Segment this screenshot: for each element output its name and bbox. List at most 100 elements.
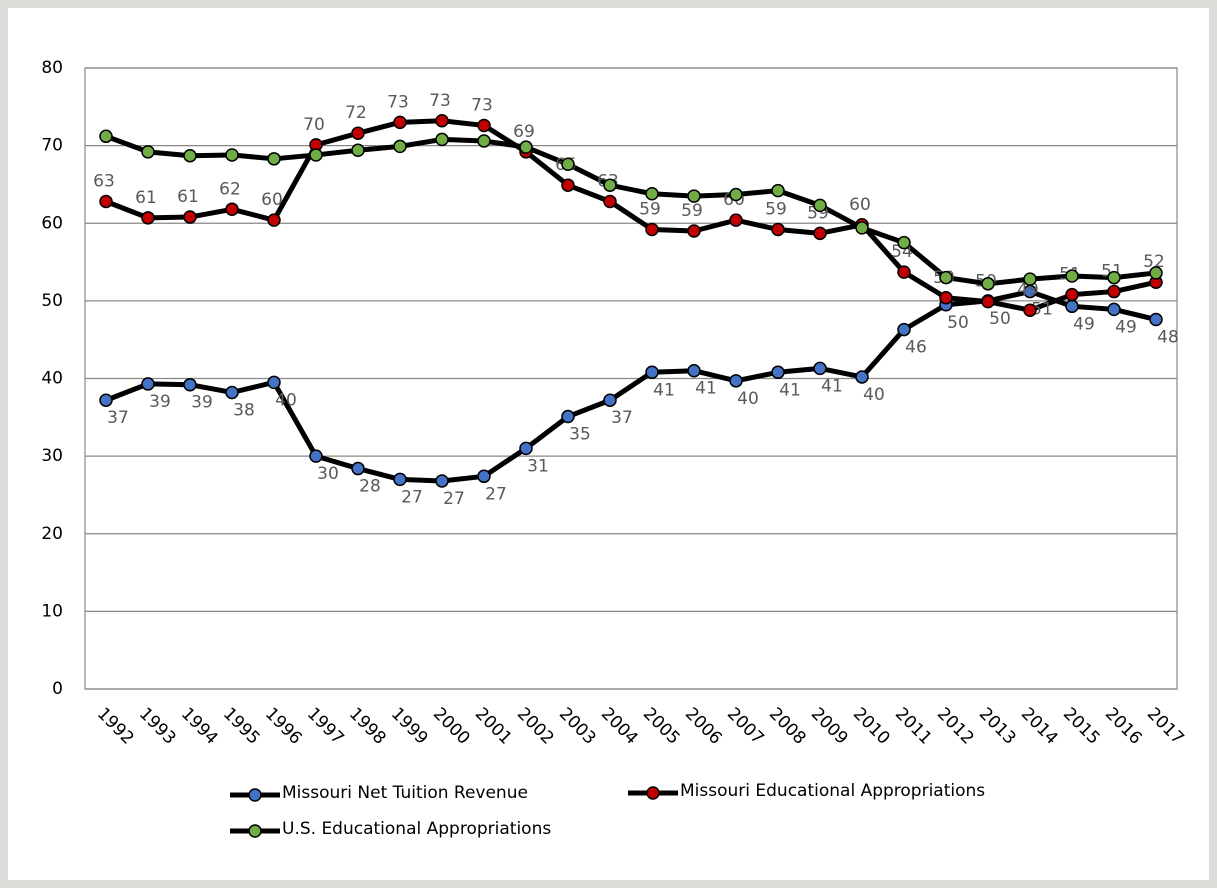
data-point (813, 226, 827, 241)
data-label: 46 (905, 338, 927, 358)
data-label: 59 (681, 201, 703, 221)
data-label: 27 (443, 489, 465, 509)
data-point (645, 222, 659, 237)
data-point (603, 178, 617, 192)
y-tick-label: 40 (41, 369, 63, 389)
data-point (225, 385, 239, 400)
plot-border (84, 67, 1178, 690)
data-label: 61 (135, 188, 157, 208)
data-label: 39 (149, 392, 171, 412)
x-tick-label: 2009 (807, 704, 852, 749)
data-point (141, 145, 155, 159)
y-tick-label: 50 (41, 291, 63, 311)
data-point (1065, 269, 1079, 283)
data-point (393, 472, 407, 487)
data-point (561, 178, 575, 192)
data-point (813, 198, 827, 213)
x-tick-label: 2017 (1143, 704, 1188, 749)
x-tick-label: 2011 (891, 704, 936, 749)
data-point (351, 461, 365, 476)
data-point (1107, 284, 1121, 299)
data-label: 60 (849, 195, 871, 215)
data-point (561, 409, 575, 424)
data-point (99, 129, 113, 144)
data-point (645, 187, 659, 201)
data-label: 49 (1017, 280, 1039, 300)
data-point (561, 157, 575, 172)
y-tick-label: 60 (41, 213, 63, 233)
data-label: 51 (1031, 300, 1053, 320)
x-tick-label: 2015 (1059, 704, 1104, 749)
data-point (771, 183, 785, 198)
x-tick-label: 2016 (1101, 704, 1146, 749)
data-label: 59 (639, 199, 661, 219)
x-tick-label: 2004 (597, 704, 642, 749)
x-tick-label: 1998 (345, 704, 390, 749)
data-label: 73 (387, 92, 409, 112)
data-label: 48 (1157, 328, 1179, 348)
data-point (435, 132, 449, 147)
data-point (1023, 303, 1037, 317)
legend-marker (646, 786, 660, 800)
data-point (477, 134, 491, 148)
data-label: 41 (653, 380, 675, 400)
data-point (729, 187, 743, 202)
legend-label: Missouri Educational Appropriations (680, 781, 985, 801)
data-label: 73 (471, 95, 493, 115)
data-point (687, 363, 701, 378)
data-point (267, 375, 281, 390)
data-label: 40 (275, 390, 297, 410)
x-tick-label: 2000 (429, 704, 474, 749)
data-point (519, 441, 533, 456)
data-point (1107, 270, 1121, 285)
y-tick-label: 70 (41, 136, 63, 156)
data-label: 50 (947, 313, 969, 333)
data-point (309, 148, 323, 162)
x-tick-label: 1993 (135, 704, 180, 749)
x-tick-label: 2013 (975, 704, 1020, 749)
data-point (351, 143, 365, 158)
y-tick-label: 0 (52, 679, 63, 699)
data-label: 73 (429, 91, 451, 111)
x-tick-label: 2003 (555, 704, 600, 749)
data-point (729, 213, 743, 227)
data-point (267, 152, 281, 166)
data-point (771, 365, 785, 380)
data-point (1107, 302, 1121, 317)
data-point (1149, 266, 1163, 280)
y-tick-label: 10 (41, 601, 63, 621)
data-point (309, 449, 323, 463)
data-label: 59 (765, 199, 787, 219)
data-label: 35 (569, 425, 591, 445)
data-point (225, 202, 239, 217)
data-point (603, 194, 617, 209)
y-tick-label: 80 (41, 58, 63, 78)
data-label: 49 (1115, 317, 1137, 337)
data-point (99, 194, 113, 209)
x-tick-label: 1996 (261, 704, 306, 749)
data-point (141, 211, 155, 225)
y-tick-label: 20 (41, 524, 63, 544)
data-point (1065, 287, 1079, 302)
x-tick-label: 1992 (93, 704, 138, 749)
data-point (855, 221, 869, 235)
legend-marker (248, 788, 262, 802)
x-tick-label: 2001 (471, 704, 516, 749)
data-point (183, 210, 197, 224)
x-tick-label: 2005 (639, 704, 684, 749)
series-line (105, 133, 1157, 287)
data-point (435, 114, 449, 128)
data-point (981, 294, 995, 309)
x-tick-label: 1997 (303, 704, 348, 749)
x-tick-label: 2008 (765, 704, 810, 749)
data-label: 40 (737, 389, 759, 409)
data-label: 37 (611, 408, 633, 428)
data-point (645, 365, 659, 380)
data-point (939, 270, 953, 285)
data-point (393, 139, 407, 154)
data-label: 41 (821, 376, 843, 396)
data-point (267, 213, 281, 227)
data-point (1065, 299, 1079, 314)
data-label: 62 (219, 179, 241, 199)
